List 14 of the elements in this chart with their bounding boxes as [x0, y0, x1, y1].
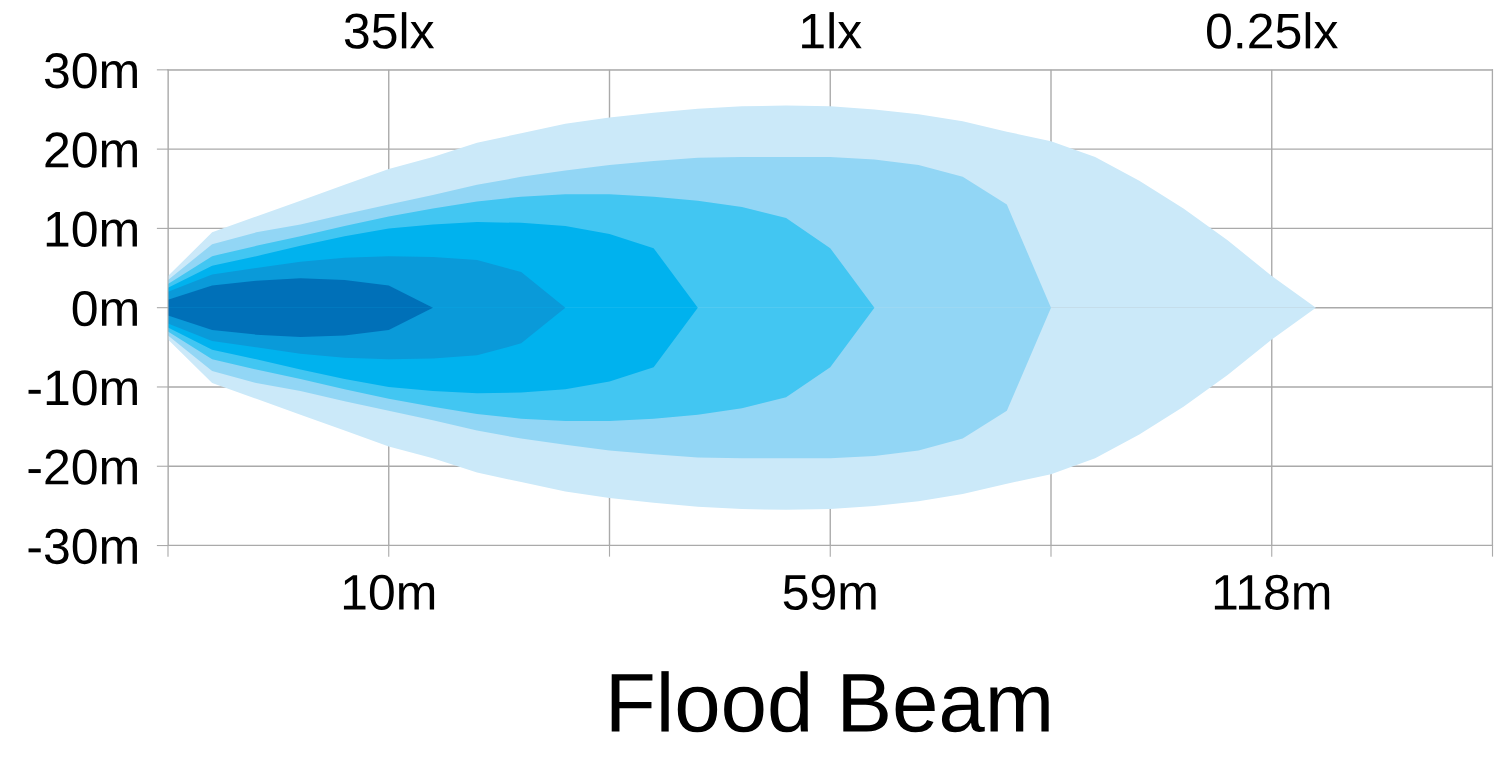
text: 0.25lx	[1207, 12, 1338, 49]
x-tick-label: 59m	[783, 574, 876, 611]
y-tick-label: -20m	[28, 449, 137, 485]
text: 35lx	[344, 12, 435, 49]
y-tick-label: 0m	[72, 290, 137, 327]
y-tick-label: 10m	[46, 211, 137, 248]
x-tick-label: 118m	[1214, 574, 1330, 611]
x-tick-label: 10m	[343, 574, 435, 611]
y-tick-label: -30m	[28, 528, 137, 565]
text: 1lx	[802, 12, 862, 49]
text: Flood Beam	[611, 671, 1049, 733]
y-tick-label: 20m	[45, 132, 137, 168]
y-tick-label: 30m	[44, 53, 137, 89]
y-tick-label: -10m	[28, 370, 137, 406]
